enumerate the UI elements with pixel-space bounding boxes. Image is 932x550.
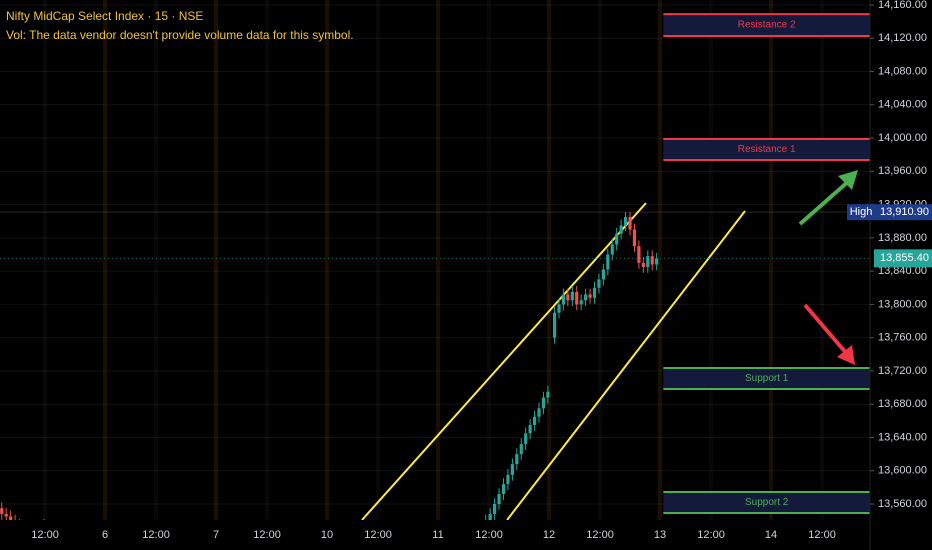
x-tick-label: 6	[102, 529, 108, 541]
candle-body	[561, 294, 566, 305]
candle-body	[552, 312, 557, 338]
candle-body	[510, 464, 514, 475]
candle-body	[601, 269, 605, 280]
y-tick-label: 14,080.00	[878, 65, 927, 77]
x-tick-label: 14	[765, 529, 777, 541]
y-tick-label: 13,560.00	[878, 498, 927, 510]
y-tick-label: 14,120.00	[878, 32, 927, 44]
y-tick-label: 13,760.00	[878, 332, 927, 344]
y-tick-label: 13,600.00	[878, 465, 927, 477]
candle-body	[650, 256, 654, 265]
candle-body	[584, 294, 588, 301]
candle-body	[588, 294, 592, 298]
trend-line	[361, 202, 647, 520]
zone-label: Support 2	[745, 497, 789, 508]
candle-body	[632, 229, 637, 247]
y-tick-label: 14,160.00	[878, 0, 927, 11]
plot-area: Resistance 2 Resistance 1 Support 1 Support…	[0, 13, 870, 520]
down-arrow-head	[837, 345, 855, 365]
candle-body	[9, 516, 13, 520]
x-tick-label: 7	[213, 529, 219, 541]
up-arrow-head	[838, 170, 858, 190]
x-tick-label: 13	[654, 529, 666, 541]
candle-body	[592, 287, 597, 298]
zone	[663, 492, 870, 514]
candle-body	[515, 454, 519, 465]
candle-body	[646, 256, 650, 267]
y-tick-label: 13,640.00	[878, 431, 927, 443]
zone	[663, 14, 870, 37]
candle-body	[610, 244, 614, 255]
last-price: 13,855.40	[880, 252, 929, 264]
candle-body	[519, 444, 523, 455]
candle-body	[541, 397, 546, 409]
candle-body	[501, 484, 506, 495]
x-tick-label: 12:00	[364, 529, 392, 541]
candle-body	[493, 504, 497, 515]
candle-body	[575, 291, 579, 305]
zone-label: Resistance 2	[738, 20, 796, 31]
candle-body	[615, 233, 619, 245]
x-tick-label: 12:00	[586, 529, 614, 541]
x-tick-label: 12:00	[253, 529, 281, 541]
down-arrow	[803, 303, 849, 356]
x-tick-label: 10	[321, 529, 333, 541]
candle-body	[528, 425, 532, 434]
zone	[663, 138, 870, 161]
candle-body	[623, 217, 628, 226]
chart-subtitle: Vol: The data vendor doesn't provide vol…	[6, 28, 354, 42]
x-tick-label: 12:00	[697, 529, 725, 541]
x-tick-label: 12:00	[475, 529, 503, 541]
last-price-bg	[874, 249, 932, 268]
candle-body	[4, 514, 8, 517]
high-tag: High	[850, 206, 873, 218]
candle-body	[641, 262, 645, 267]
y-tick-label: 13,680.00	[878, 398, 927, 410]
candle-body	[566, 294, 570, 301]
candle-body	[570, 291, 574, 301]
trend-line	[506, 210, 746, 520]
grid	[0, 0, 870, 520]
y-tick-label: 13,880.00	[878, 232, 927, 244]
x-tick-label: 12:00	[808, 529, 836, 541]
candle-body	[637, 246, 641, 263]
candle-body	[619, 225, 623, 234]
candle-body	[628, 217, 632, 230]
chart-title: Nifty MidCap Select Index · 15 · NSE	[6, 9, 203, 23]
x-tick-label: 12:00	[31, 529, 59, 541]
zone	[663, 368, 870, 390]
zone-label: Support 1	[745, 373, 789, 384]
candle-body	[606, 254, 610, 270]
candle-body	[497, 494, 501, 505]
y-tick-label: 13,840.00	[878, 265, 927, 277]
up-arrow	[798, 178, 852, 226]
candle-body	[537, 408, 541, 417]
y-tick-label: 13,960.00	[878, 165, 927, 177]
axes: 13,560.00 13,600.00 13,640.00 13,680.00 13,7…	[31, 0, 932, 541]
high-value-bg	[876, 204, 932, 221]
x-tick-label: 12	[543, 529, 555, 541]
high-value: 13,910.90	[880, 206, 929, 218]
y-tick-label: 14,040.00	[878, 99, 927, 111]
candle-body	[488, 514, 492, 520]
high-tag-bg	[847, 204, 876, 221]
x-tick-label: 12:00	[142, 529, 170, 541]
candle-body	[557, 304, 561, 313]
y-tick-label: 13,720.00	[878, 365, 927, 377]
y-tick-label: 14,000.00	[878, 132, 927, 144]
y-tick-label: 13,800.00	[878, 298, 927, 310]
candle-body	[546, 391, 550, 398]
candle-body	[524, 433, 528, 445]
x-tick-label: 11	[432, 529, 443, 541]
candle-body	[506, 474, 510, 485]
candle-body	[579, 300, 583, 305]
zone-label: Resistance 1	[738, 144, 796, 155]
candle-body	[655, 258, 659, 265]
candle-body	[532, 416, 537, 426]
candle-body	[597, 279, 601, 288]
candle-body	[0, 508, 4, 515]
